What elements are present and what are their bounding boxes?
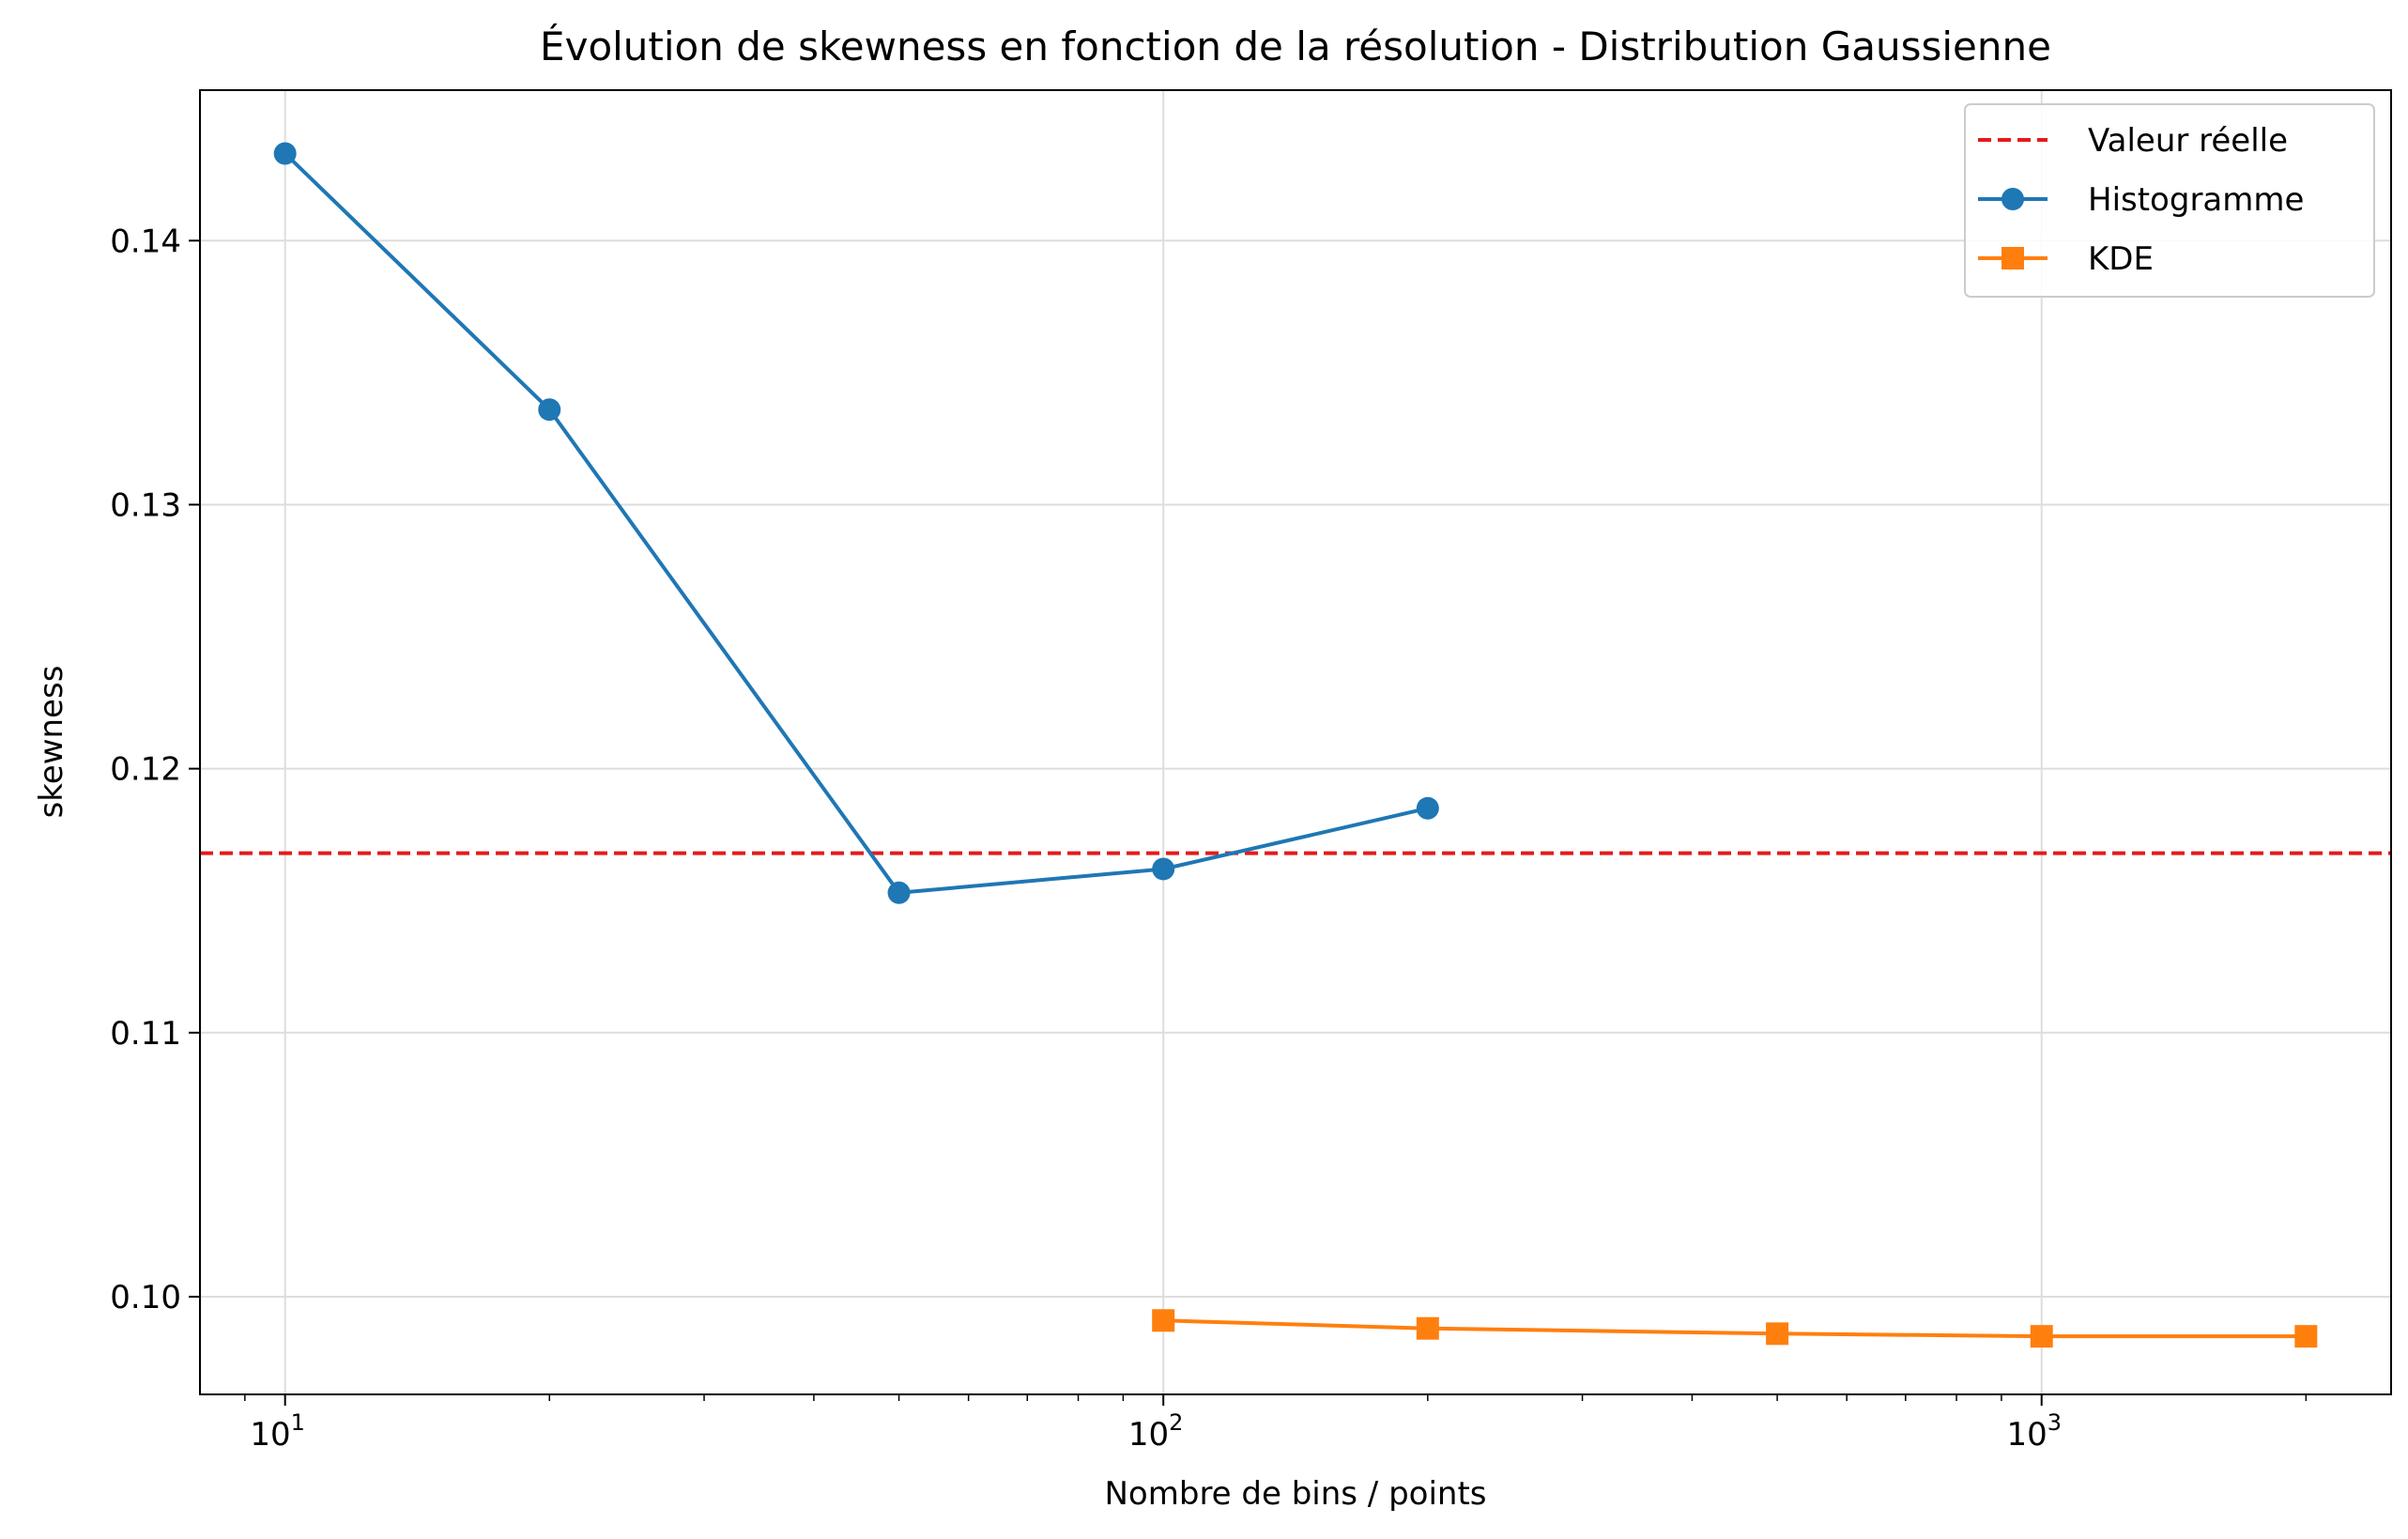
legend-label-histogramme: Histogramme xyxy=(2088,181,2304,219)
data-point-kde xyxy=(1152,1309,1175,1332)
y-tick-label: 0.14 xyxy=(110,223,181,260)
legend-item-reference: Valeur réelle xyxy=(1978,122,2288,160)
y-tick-label: 0.11 xyxy=(110,1015,181,1053)
data-point-histogramme xyxy=(1152,857,1175,881)
y-axis-ticks: 0.10 0.11 0.12 0.13 0.14 xyxy=(110,223,200,1316)
plot-data-layer xyxy=(200,142,2391,1348)
x-axis-label: Nombre de bins / points xyxy=(1105,1475,1487,1513)
x-tick-label: 102 xyxy=(1128,1409,1184,1454)
legend-marker-histogramme xyxy=(2002,188,2024,210)
data-point-histogramme xyxy=(273,142,297,165)
data-point-kde xyxy=(2294,1325,2318,1348)
data-point-kde xyxy=(1766,1322,1789,1346)
y-tick-label: 0.12 xyxy=(110,751,181,789)
legend-marker-kde xyxy=(2002,247,2024,269)
data-point-histogramme xyxy=(1416,796,1439,820)
minor-ticks xyxy=(244,1394,2308,1401)
data-point-kde xyxy=(2030,1325,2053,1348)
x-axis-ticks: 101 102 103 xyxy=(250,1394,2062,1454)
legend-label-reference: Valeur réelle xyxy=(2088,122,2288,160)
data-point-kde xyxy=(1416,1316,1439,1340)
legend-item-histogramme: Histogramme xyxy=(1978,181,2304,219)
y-tick-label: 0.10 xyxy=(110,1279,181,1316)
y-tick-label: 0.13 xyxy=(110,486,181,524)
grid-lines xyxy=(200,90,2391,1394)
x-tick-label: 103 xyxy=(2006,1409,2062,1454)
legend-item-kde: KDE xyxy=(1978,240,2154,278)
data-point-histogramme xyxy=(538,398,561,422)
plot-frame xyxy=(199,89,2392,1395)
y-axis-label: skewness xyxy=(33,666,70,819)
data-point-histogramme xyxy=(887,881,911,904)
legend: Valeur réelle Histogramme KDE xyxy=(1964,103,2375,298)
legend-box xyxy=(1964,103,2375,298)
legend-label-kde: KDE xyxy=(2088,240,2154,278)
chart-title: Évolution de skewness en fonction de la … xyxy=(540,23,2051,69)
x-tick-label: 101 xyxy=(250,1409,305,1454)
